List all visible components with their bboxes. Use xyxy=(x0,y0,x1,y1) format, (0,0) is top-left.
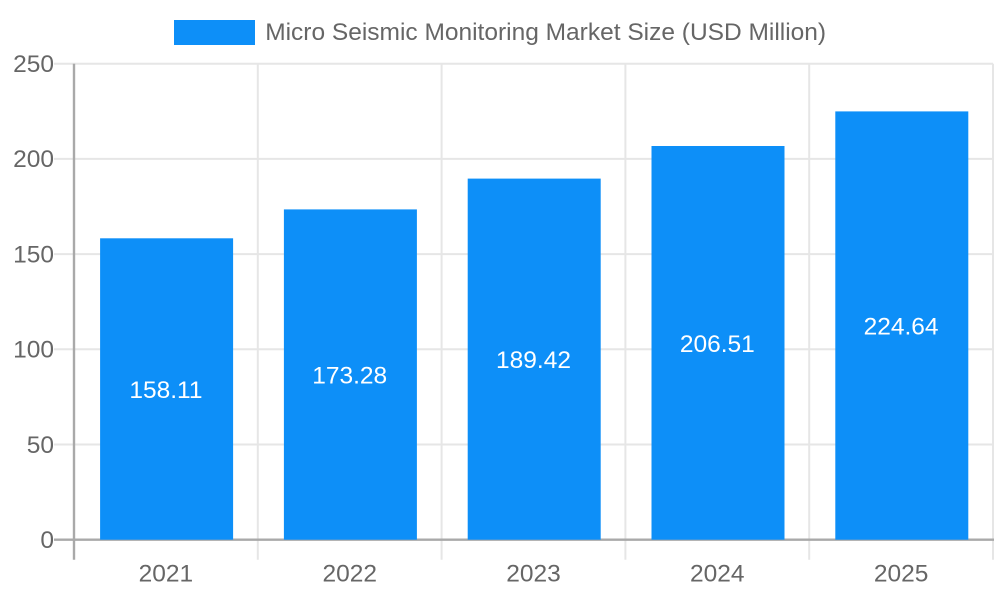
svg-text:150: 150 xyxy=(13,241,54,268)
svg-text:Micro Seismic Monitoring Marke: Micro Seismic Monitoring Market Size (US… xyxy=(265,19,826,46)
svg-text:2022: 2022 xyxy=(322,560,377,587)
svg-text:2024: 2024 xyxy=(690,560,745,587)
svg-text:250: 250 xyxy=(13,51,54,78)
svg-text:50: 50 xyxy=(27,432,54,459)
svg-text:100: 100 xyxy=(13,337,54,364)
svg-text:0: 0 xyxy=(40,527,54,554)
svg-text:2021: 2021 xyxy=(139,560,194,587)
svg-text:206.51: 206.51 xyxy=(680,331,755,358)
svg-text:224.64: 224.64 xyxy=(864,314,939,341)
svg-text:173.28: 173.28 xyxy=(312,363,387,390)
svg-text:200: 200 xyxy=(13,146,54,173)
svg-text:158.11: 158.11 xyxy=(129,377,202,404)
svg-text:189.42: 189.42 xyxy=(496,347,571,374)
svg-text:2023: 2023 xyxy=(506,560,561,587)
svg-text:2025: 2025 xyxy=(874,560,929,587)
